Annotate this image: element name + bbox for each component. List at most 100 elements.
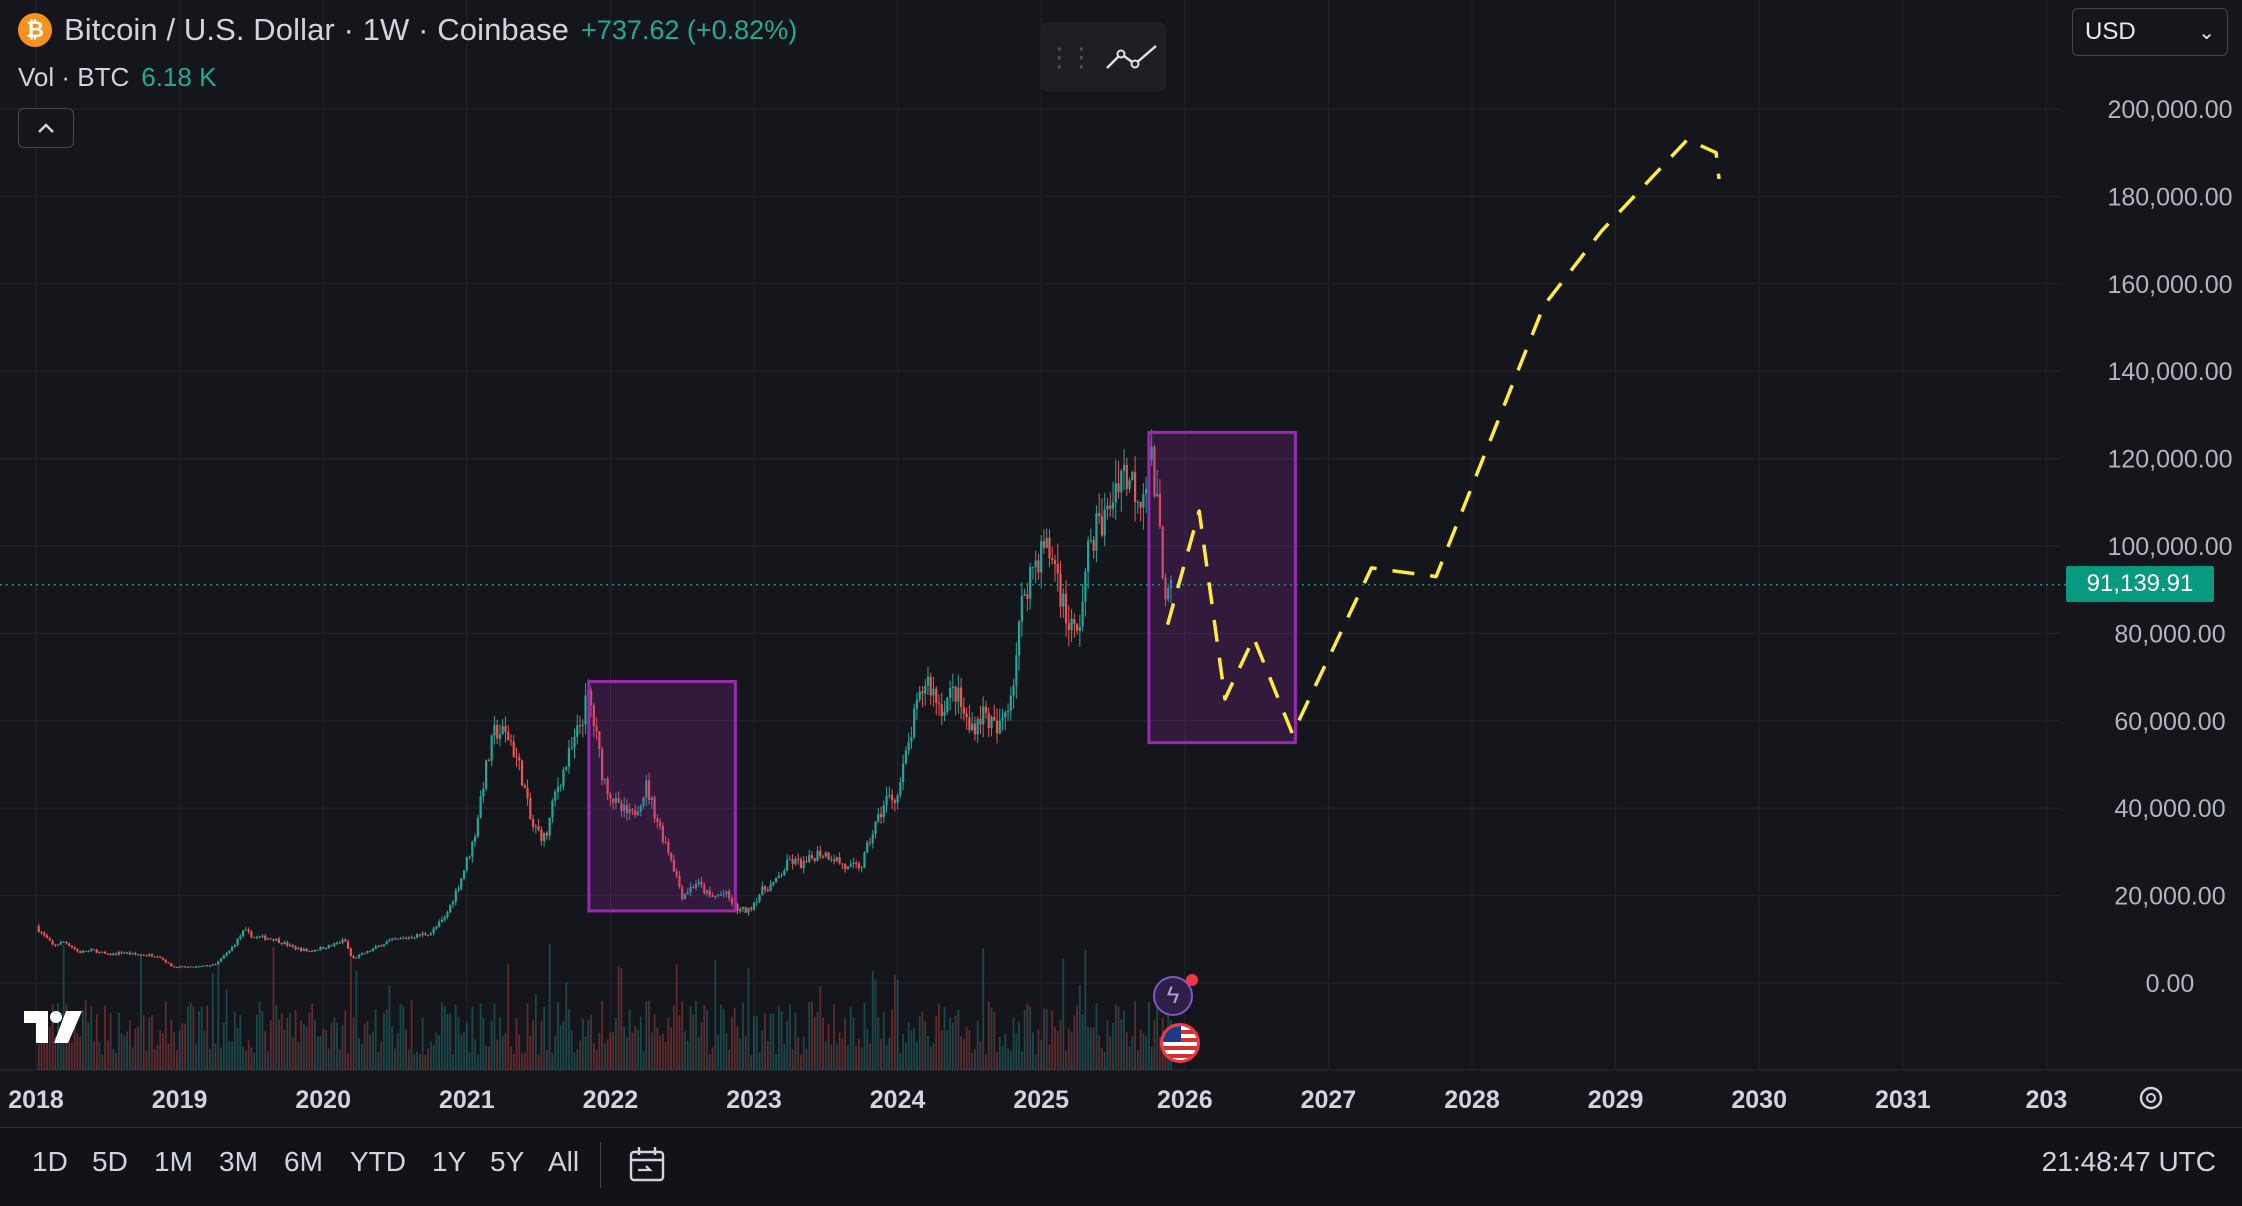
candle: [476, 818, 479, 837]
volume-bar: [808, 1001, 811, 1070]
candle: [879, 813, 883, 818]
highlight-box[interactable]: [1147, 430, 1297, 745]
range-1d[interactable]: 1D: [32, 1146, 68, 1177]
volume-bar: [573, 1052, 576, 1070]
candle: [76, 949, 79, 952]
volume-bar: [543, 1007, 546, 1070]
range-5d[interactable]: 5D: [92, 1146, 128, 1177]
volume-bar: [1054, 1026, 1056, 1070]
volume-label[interactable]: Vol · BTC: [18, 62, 130, 92]
volume-bar: [789, 1004, 791, 1070]
volume-bar: [319, 1035, 322, 1070]
candle: [830, 859, 833, 861]
candle: [973, 723, 977, 735]
volume-bar: [209, 1048, 211, 1070]
grip-icon[interactable]: ⋮⋮: [1046, 41, 1095, 72]
range-1m[interactable]: 1M: [154, 1146, 193, 1177]
candle: [686, 892, 689, 895]
candle: [1087, 540, 1090, 572]
candle: [90, 949, 93, 951]
volume-bar: [457, 1016, 460, 1070]
candle: [948, 688, 952, 698]
volume-bar: [869, 1043, 871, 1070]
projection-path[interactable]: [1165, 137, 1721, 736]
volume-bar: [568, 1009, 570, 1070]
time-axis-label: 2028: [1444, 1086, 1500, 1114]
lightning-event-icon[interactable]: ϟ: [1153, 976, 1193, 1016]
range-3m[interactable]: 3M: [219, 1146, 258, 1177]
candle: [774, 877, 778, 882]
highlight-box[interactable]: [587, 679, 737, 913]
volume-bar: [1045, 1008, 1048, 1070]
candle: [824, 852, 827, 857]
candle: [1056, 564, 1059, 574]
chart-area[interactable]: 200,000.00 180,000.00 160,000.00 140,000.00…: [0, 0, 2242, 1125]
volume-bar: [1150, 1046, 1153, 1070]
candle: [1156, 493, 1159, 497]
candle: [576, 725, 579, 737]
us-flag-icon[interactable]: [1160, 1023, 1200, 1063]
candle: [435, 926, 438, 929]
volume-bar: [1056, 1031, 1059, 1070]
volume-bar: [540, 1021, 543, 1070]
candle: [578, 725, 582, 727]
candle: [338, 942, 341, 944]
symbol-title[interactable]: Bitcoin / U.S. Dollar · 1W · Coinbase: [64, 12, 570, 47]
volume-bar: [1084, 950, 1087, 1070]
candle: [601, 748, 604, 781]
trend-line-icon[interactable]: [1104, 40, 1160, 74]
volume-bar: [485, 1045, 488, 1070]
price-chart[interactable]: 200,000.00 180,000.00 160,000.00 140,000.00…: [0, 0, 2242, 1125]
volume-bar: [1018, 1021, 1021, 1070]
price-change: +737.62 (+0.82%): [581, 14, 798, 45]
candle: [659, 821, 662, 827]
volume-bar: [990, 1007, 993, 1070]
range-ytd[interactable]: YTD: [350, 1146, 406, 1177]
volume-bar: [617, 966, 620, 1070]
volume-bar: [891, 1009, 893, 1070]
floating-drawing-toolbar[interactable]: ⋮⋮: [1040, 22, 1166, 92]
candle: [148, 954, 151, 956]
candle: [512, 741, 515, 757]
candle: [918, 691, 921, 700]
candle: [393, 938, 397, 940]
price-axis-label: 140,000.00: [2107, 358, 2232, 386]
chevron-down-icon: ⌄: [2198, 21, 2215, 44]
candle: [1029, 567, 1032, 599]
volume-bar: [87, 1022, 90, 1070]
collapse-legend-button[interactable]: [18, 108, 74, 148]
calendar-icon[interactable]: [626, 1144, 668, 1186]
volume-bar: [1034, 1054, 1037, 1070]
settings-icon[interactable]: [2139, 1086, 2163, 1110]
candle: [628, 808, 631, 814]
range-5y[interactable]: 5Y: [490, 1146, 525, 1177]
range-all[interactable]: All: [548, 1146, 580, 1177]
volume-bar: [916, 1041, 918, 1070]
volume-bar: [830, 1044, 833, 1070]
currency-select[interactable]: USD ⌄: [2072, 8, 2228, 56]
candle: [711, 895, 714, 897]
volume-bar: [402, 1006, 405, 1070]
clock-utc[interactable]: 21:48:47 UTC: [2041, 1146, 2216, 1177]
volume-bar: [822, 1017, 824, 1070]
volume-bar: [123, 1035, 126, 1070]
candle: [302, 948, 305, 951]
volume-bar: [380, 1041, 383, 1070]
candle: [507, 731, 510, 741]
candle: [172, 966, 176, 968]
candle: [924, 685, 927, 694]
range-6m[interactable]: 6M: [284, 1146, 323, 1177]
candle: [780, 875, 783, 877]
candle: [200, 966, 203, 968]
volume-bar: [510, 1046, 512, 1070]
tradingview-logo[interactable]: [22, 1005, 88, 1047]
volume-bar: [938, 1003, 940, 1070]
volume-bar: [976, 1020, 979, 1070]
volume-bar: [388, 985, 391, 1070]
volume-bar: [526, 1003, 529, 1070]
range-1y[interactable]: 1Y: [432, 1146, 467, 1177]
volume-legend: Vol · BTC 6.18 K: [18, 62, 216, 93]
candle: [244, 929, 247, 931]
volume-bar: [280, 1013, 283, 1070]
volume-bar: [192, 1006, 195, 1070]
